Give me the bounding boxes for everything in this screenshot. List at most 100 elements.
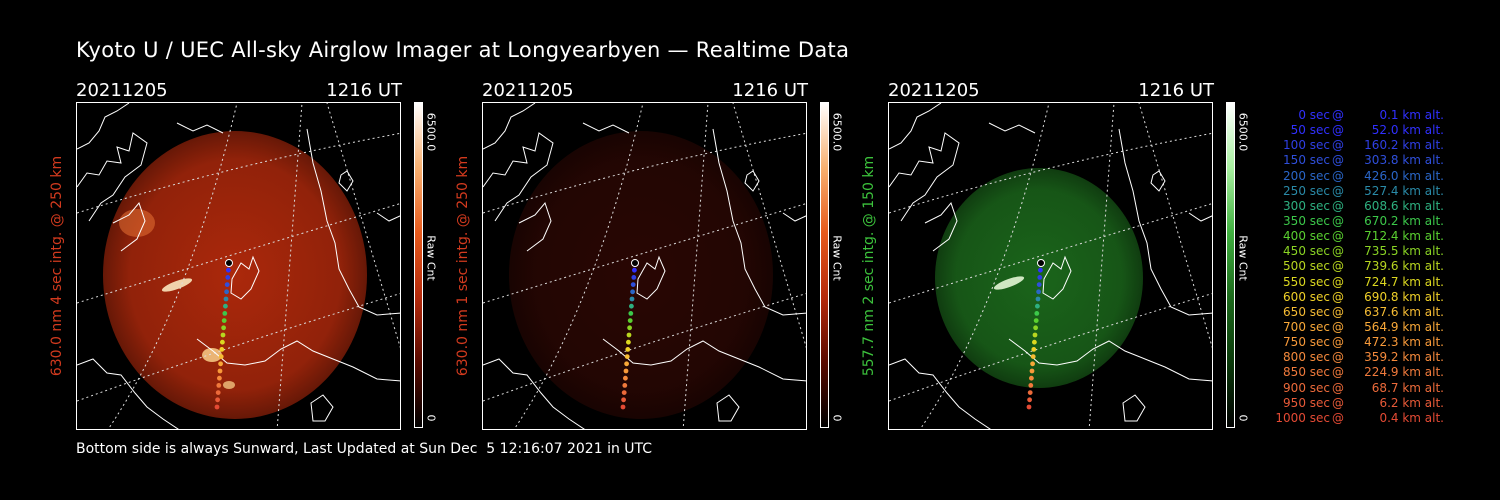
legend-altitude: 0.1 km alt. [1379, 108, 1444, 122]
page-title: Kyoto U / UEC All-sky Airglow Imager at … [76, 38, 850, 62]
trajectory-point [632, 267, 637, 273]
legend-row: 550 sec @724.7 km alt. [1262, 275, 1444, 290]
coastline [602, 338, 806, 382]
legend-row: 600 sec @690.8 km alt. [1262, 290, 1444, 305]
trajectory-point [217, 368, 223, 374]
legend-altitude: 6.2 km alt. [1379, 395, 1444, 410]
colorbar-max: 6500.0 [830, 112, 844, 152]
legend-altitude: 712.4 km alt. [1364, 229, 1444, 244]
coastline [716, 394, 740, 422]
legend-time: 100 sec [1283, 138, 1330, 153]
trajectory-point [223, 303, 228, 309]
trajectory-point [221, 318, 227, 323]
legend-row: 500 sec @739.6 km alt. [1262, 259, 1444, 274]
trajectory-point [621, 390, 627, 395]
legend-row: 750 sec @472.3 km alt. [1262, 335, 1444, 350]
legend-at: @ [1332, 183, 1344, 198]
trajectory-point [1026, 404, 1032, 410]
aurora-patch [223, 381, 235, 389]
legend-row: 350 sec @670.2 km alt. [1262, 214, 1444, 229]
legend-row: 850 sec @224.9 km alt. [1262, 365, 1444, 380]
colorbar-unit: Raw Cnt [830, 235, 844, 281]
legend-altitude: 724.7 km alt. [1364, 274, 1444, 289]
coastline [582, 122, 630, 134]
legend-time: 50 sec [1290, 123, 1330, 138]
trajectory-point [1035, 303, 1040, 309]
trajectory-point [217, 375, 222, 381]
legend-time: 950 sec [1283, 395, 1330, 410]
panel-time: 1216 UT [732, 80, 808, 101]
coastline [176, 122, 224, 134]
grid-line [483, 293, 806, 402]
coastline [77, 132, 148, 222]
trajectory-point [1035, 296, 1041, 302]
coastline [889, 103, 942, 150]
legend-altitude: 735.5 km alt. [1364, 244, 1444, 259]
colorbar-min: 0 [424, 414, 438, 422]
legend-altitude: 426.0 km alt. [1364, 168, 1444, 183]
trajectory-point [1028, 383, 1034, 388]
trajectory-point [1029, 368, 1035, 374]
panel-side-label: 630.0 nm 4 sec intg. @ 250 km [49, 155, 65, 377]
panel-date: 20211205 [482, 80, 574, 101]
trajectory-point [631, 259, 639, 267]
legend-altitude: 52.0 km alt. [1371, 123, 1444, 138]
legend-time: 600 sec [1283, 289, 1330, 304]
colorbar-max: 6500.0 [424, 112, 438, 152]
colorbar [414, 102, 423, 428]
legend-at: @ [1332, 229, 1344, 244]
legend-altitude: 608.6 km alt. [1364, 198, 1444, 213]
coastline [889, 358, 991, 429]
trajectory-point [620, 404, 626, 410]
coastline [196, 338, 400, 382]
legend-at: @ [1332, 274, 1344, 289]
trajectory-point [225, 259, 233, 267]
legend-at: @ [1332, 123, 1344, 138]
legend-row: 250 sec @527.4 km alt. [1262, 184, 1444, 199]
legend-row: 400 sec @712.4 km alt. [1262, 229, 1444, 244]
aurora-arc [993, 276, 1025, 290]
legend-time: 400 sec [1283, 229, 1330, 244]
legend-row: 100 sec @160.2 km alt. [1262, 138, 1444, 153]
allsky-image [888, 102, 1213, 430]
trajectory-point [224, 289, 230, 295]
legend-row: 0 sec @0.1 km alt. [1262, 108, 1444, 123]
trajectory-point [626, 332, 632, 338]
colorbar-min: 0 [1236, 414, 1250, 422]
legend-at: @ [1332, 304, 1344, 319]
colorbar [820, 102, 829, 428]
legend-row: 950 sec @6.2 km alt. [1262, 396, 1444, 411]
trajectory-point [629, 296, 635, 302]
trajectory-point [628, 311, 634, 316]
trajectory-point [225, 275, 231, 280]
legend-time: 1000 sec [1275, 410, 1330, 425]
legend-row: 150 sec @303.8 km alt. [1262, 153, 1444, 168]
coastline [77, 103, 130, 150]
colorbar-min: 0 [830, 414, 844, 422]
legend-time: 750 sec [1283, 335, 1330, 350]
trajectory-point [223, 296, 229, 302]
trajectory-point [1037, 275, 1043, 280]
trajectory-point [224, 282, 230, 287]
trajectory-point [221, 325, 227, 331]
trajectory-point [629, 303, 634, 309]
legend-altitude: 739.6 km alt. [1364, 259, 1444, 274]
grid-line [326, 103, 400, 349]
trajectory-point [1033, 325, 1038, 331]
legend-time: 500 sec [1283, 259, 1330, 274]
trajectory-point [625, 347, 631, 352]
legend-at: @ [1332, 350, 1344, 365]
sky-disc [103, 131, 367, 419]
coastline [77, 358, 179, 429]
grid-line [1138, 103, 1212, 349]
trajectory-point [1036, 282, 1042, 287]
legend-at: @ [1332, 410, 1344, 425]
airglow-panel-557-2s: 20211205 1216 UT 557.7 nm 2 sec intg. @ … [861, 78, 1250, 438]
colorbar-unit: Raw Cnt [1236, 235, 1250, 281]
trajectory-point [220, 339, 225, 345]
footer-note: Bottom side is always Sunward, Last Upda… [76, 441, 653, 457]
coastline [112, 201, 146, 252]
legend-altitude: 160.2 km alt. [1364, 138, 1444, 153]
legend-row: 900 sec @68.7 km alt. [1262, 381, 1444, 396]
legend-at: @ [1332, 319, 1344, 334]
